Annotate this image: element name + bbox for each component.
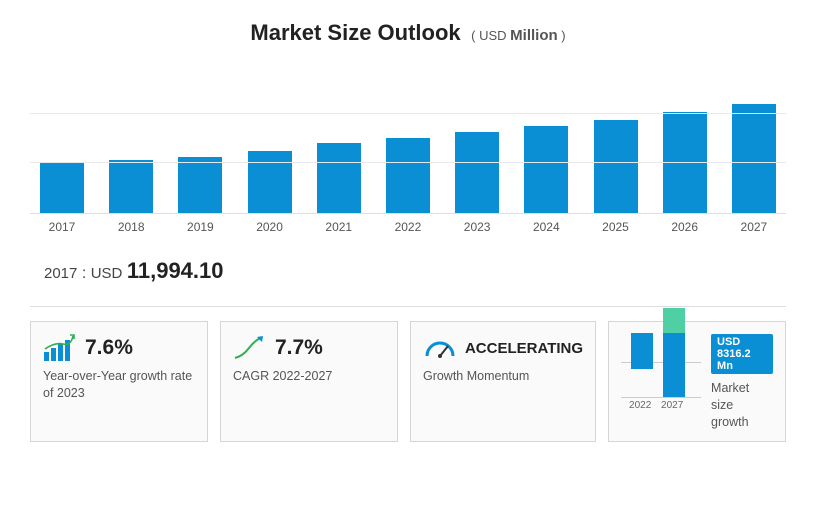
x-label-2022: 2022 [386,220,430,234]
bar-2027 [732,104,776,213]
chart-area [30,64,786,214]
mini-x1: 2022 [629,400,651,411]
card-yoy: 7.6% Year-over-Year growth rate of 2023 [30,321,208,442]
card-cagr: 7.7% CAGR 2022-2027 [220,321,398,442]
bar-growth-icon [43,334,77,362]
card-growth: 2022 2027 USD 8316.2 Mn Market size grow… [608,321,786,442]
mini-bar-2027-delta [663,308,685,334]
usd-badge-amount: 8316.2 Mn [717,348,751,372]
unit-prefix: USD [479,28,506,43]
gridline [30,113,786,114]
x-label-2019: 2019 [178,220,222,234]
bar-2024 [524,126,568,213]
x-label-2025: 2025 [594,220,638,234]
cagr-label: CAGR 2022-2027 [233,368,385,385]
baseline-amount: 11,994.10 [127,258,224,283]
bar-2025 [594,120,638,213]
mini-bar-2022 [631,333,653,369]
bar-2017 [40,163,84,213]
x-label-2020: 2020 [248,220,292,234]
card-momentum: ACCELERATING Growth Momentum [410,321,596,442]
x-axis-labels: 2017 2018 2019 2020 2021 2022 2023 2024 2025 2026… [30,214,786,234]
title-row: Market Size Outlook ( USD Million ) [30,20,786,46]
baseline-currency: USD [91,265,123,282]
main-bar-chart: 2017 2018 2019 2020 2021 2022 2023 2024 2025 2026… [30,64,786,244]
bar-2020 [248,151,292,213]
x-label-2026: 2026 [663,220,707,234]
growth-label: Market size growth [711,380,773,431]
yoy-label: Year-over-Year growth rate of 2023 [43,368,195,402]
bar-2018 [109,160,153,213]
baseline-year: 2017 [44,265,77,282]
bar-2023 [455,132,499,213]
momentum-label: Growth Momentum [423,368,583,385]
x-label-2018: 2018 [109,220,153,234]
bar-2019 [178,157,222,213]
bar-2021 [317,143,361,213]
cagr-value: 7.7% [275,336,323,360]
x-label-2021: 2021 [317,220,361,234]
bar-2022 [386,138,430,213]
x-label-2023: 2023 [455,220,499,234]
title-unit: ( USD Million ) [471,28,565,43]
momentum-value: ACCELERATING [465,340,583,357]
title-main: Market Size Outlook [250,20,460,45]
metric-cards: 7.6% Year-over-Year growth rate of 2023 … [30,321,786,442]
gauge-icon [423,334,457,362]
line-growth-icon [233,334,267,362]
unit-word: Million [510,27,558,44]
x-label-2024: 2024 [524,220,568,234]
usd-badge: USD 8316.2 Mn [711,334,773,374]
mini-bar-chart: 2022 2027 [621,334,701,398]
divider [30,306,786,307]
x-label-2017: 2017 [40,220,84,234]
x-label-2027: 2027 [732,220,776,234]
yoy-value: 7.6% [85,336,133,360]
baseline-value: 2017 : USD 11,994.10 [44,258,786,284]
usd-badge-prefix: USD [717,336,740,348]
gridline [30,162,786,163]
mini-x2: 2027 [661,400,683,411]
mini-bar-2027 [663,333,685,397]
